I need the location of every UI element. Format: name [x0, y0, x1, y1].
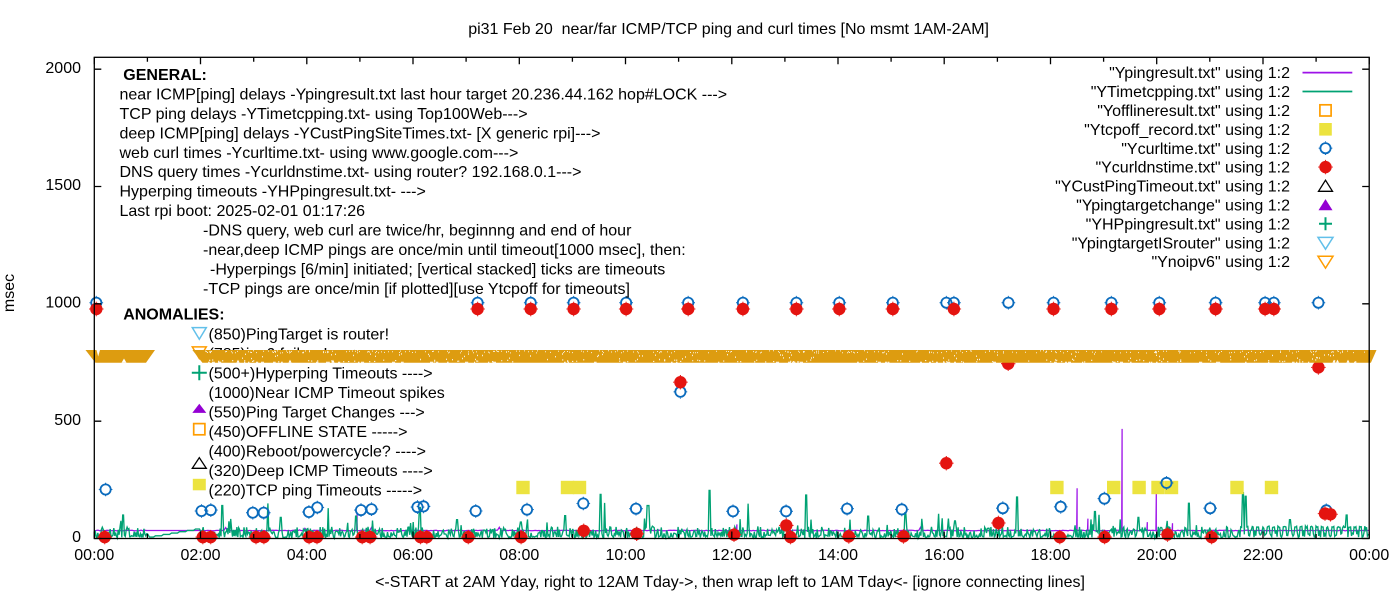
svg-text:2000: 2000 [45, 60, 81, 77]
svg-text:-DNS query, web curl are twice: -DNS query, web curl are twice/hr, begin… [203, 223, 632, 240]
svg-text:"Yofflineresult.txt" using 1:2: "Yofflineresult.txt" using 1:2 [1097, 103, 1290, 120]
svg-text:04:00: 04:00 [287, 547, 327, 564]
svg-text:20:00: 20:00 [1137, 547, 1177, 564]
svg-text:(400)Reboot/powercycle? ---->: (400)Reboot/powercycle? ----> [209, 443, 426, 460]
svg-text:(500+)Hyperping Timeouts ---->: (500+)Hyperping Timeouts ----> [209, 366, 433, 383]
svg-text:(550)Ping Target Changes --->: (550)Ping Target Changes ---> [209, 405, 425, 422]
svg-text:0: 0 [72, 529, 81, 546]
svg-text:00:00: 00:00 [1349, 547, 1389, 564]
svg-text:GENERAL:: GENERAL: [123, 67, 207, 84]
svg-text:12:00: 12:00 [712, 547, 752, 564]
svg-text:web curl times -Ycurltime.txt-: web curl times -Ycurltime.txt- using www… [119, 145, 519, 162]
svg-text:"YCustPingTimeout.txt" using 1: "YCustPingTimeout.txt" using 1:2 [1055, 179, 1290, 196]
svg-text:"YTimetcpping.txt" using 1:2: "YTimetcpping.txt" using 1:2 [1091, 84, 1290, 101]
svg-text:Hyperping timeouts -YHPpingres: Hyperping timeouts -YHPpingresult.txt- -… [120, 184, 426, 201]
svg-text:pi31 Feb 20 near/far ICMP/TCP: pi31 Feb 20 near/far ICMP/TCP ping and c… [468, 21, 989, 38]
svg-text:<-START at 2AM Yday, right to: <-START at 2AM Yday, right to 12AM Tday-… [375, 574, 1085, 591]
svg-text:TCP ping delays -YTimetcpping.: TCP ping delays -YTimetcpping.txt- using… [120, 106, 528, 123]
svg-text:deep ICMP[ping] delays -YCustP: deep ICMP[ping] delays -YCustPingSiteTim… [120, 125, 601, 142]
svg-text:"Ytcpoff_record.txt" using 1:2: "Ytcpoff_record.txt" using 1:2 [1084, 122, 1290, 139]
svg-text:00:00: 00:00 [74, 547, 114, 564]
svg-text:-Hyperpings [6/min] initiated;: -Hyperpings [6/min] initiated; [vertical… [210, 261, 665, 278]
svg-text:"Ycurldnstime.txt" using 1:2: "Ycurldnstime.txt" using 1:2 [1095, 160, 1290, 177]
svg-text:18:00: 18:00 [1030, 547, 1070, 564]
svg-text:"Ycurltime.txt" using 1:2: "Ycurltime.txt" using 1:2 [1121, 141, 1290, 158]
svg-text:-TCP pings are once/min [if pl: -TCP pings are once/min [if plotted][use… [203, 281, 630, 298]
svg-text:Last rpi boot: 2025-02-01 01:1: Last rpi boot: 2025-02-01 01:17:26 [120, 203, 366, 220]
svg-text:10:00: 10:00 [605, 547, 645, 564]
svg-text:22:00: 22:00 [1243, 547, 1283, 564]
svg-text:-near,deep ICMP pings are once: -near,deep ICMP pings are once/min until… [203, 242, 686, 259]
svg-text:14:00: 14:00 [818, 547, 858, 564]
svg-text:(850)PingTarget is router!: (850)PingTarget is router! [209, 327, 390, 344]
svg-text:08:00: 08:00 [499, 547, 539, 564]
svg-text:"Ynoipv6" using 1:2: "Ynoipv6" using 1:2 [1151, 254, 1290, 271]
svg-text:06:00: 06:00 [393, 547, 433, 564]
svg-text:near ICMP[ping] delays -Ypingr: near ICMP[ping] delays -Ypingresult.txt … [120, 86, 728, 103]
svg-text:msec: msec [1, 274, 18, 312]
svg-text:02:00: 02:00 [181, 547, 221, 564]
svg-text:"Ypingresult.txt" using 1:2: "Ypingresult.txt" using 1:2 [1109, 65, 1290, 82]
svg-text:500: 500 [54, 412, 81, 429]
svg-text:16:00: 16:00 [924, 547, 964, 564]
svg-text:(320)Deep ICMP Timeouts ---->: (320)Deep ICMP Timeouts ----> [209, 463, 433, 480]
svg-text:DNS query times -Ycurldnstime.: DNS query times -Ycurldnstime.txt- using… [120, 164, 582, 181]
svg-text:(220)TCP ping Timeouts ----->: (220)TCP ping Timeouts -----> [209, 482, 423, 499]
svg-text:(450)OFFLINE STATE ----->: (450)OFFLINE STATE -----> [209, 424, 408, 441]
svg-text:1000: 1000 [45, 294, 81, 311]
svg-text:"YHPpingresult.txt" using 1:2: "YHPpingresult.txt" using 1:2 [1086, 216, 1290, 233]
svg-text:"Ypingtargetchange" using 1:2: "Ypingtargetchange" using 1:2 [1076, 198, 1290, 215]
svg-text:(1000)Near ICMP Timeout spikes: (1000)Near ICMP Timeout spikes [209, 385, 445, 402]
svg-text:ANOMALIES:: ANOMALIES: [123, 307, 224, 324]
svg-text:1500: 1500 [45, 177, 81, 194]
svg-text:"YpingtargetISrouter" using 1:: "YpingtargetISrouter" using 1:2 [1072, 235, 1290, 252]
